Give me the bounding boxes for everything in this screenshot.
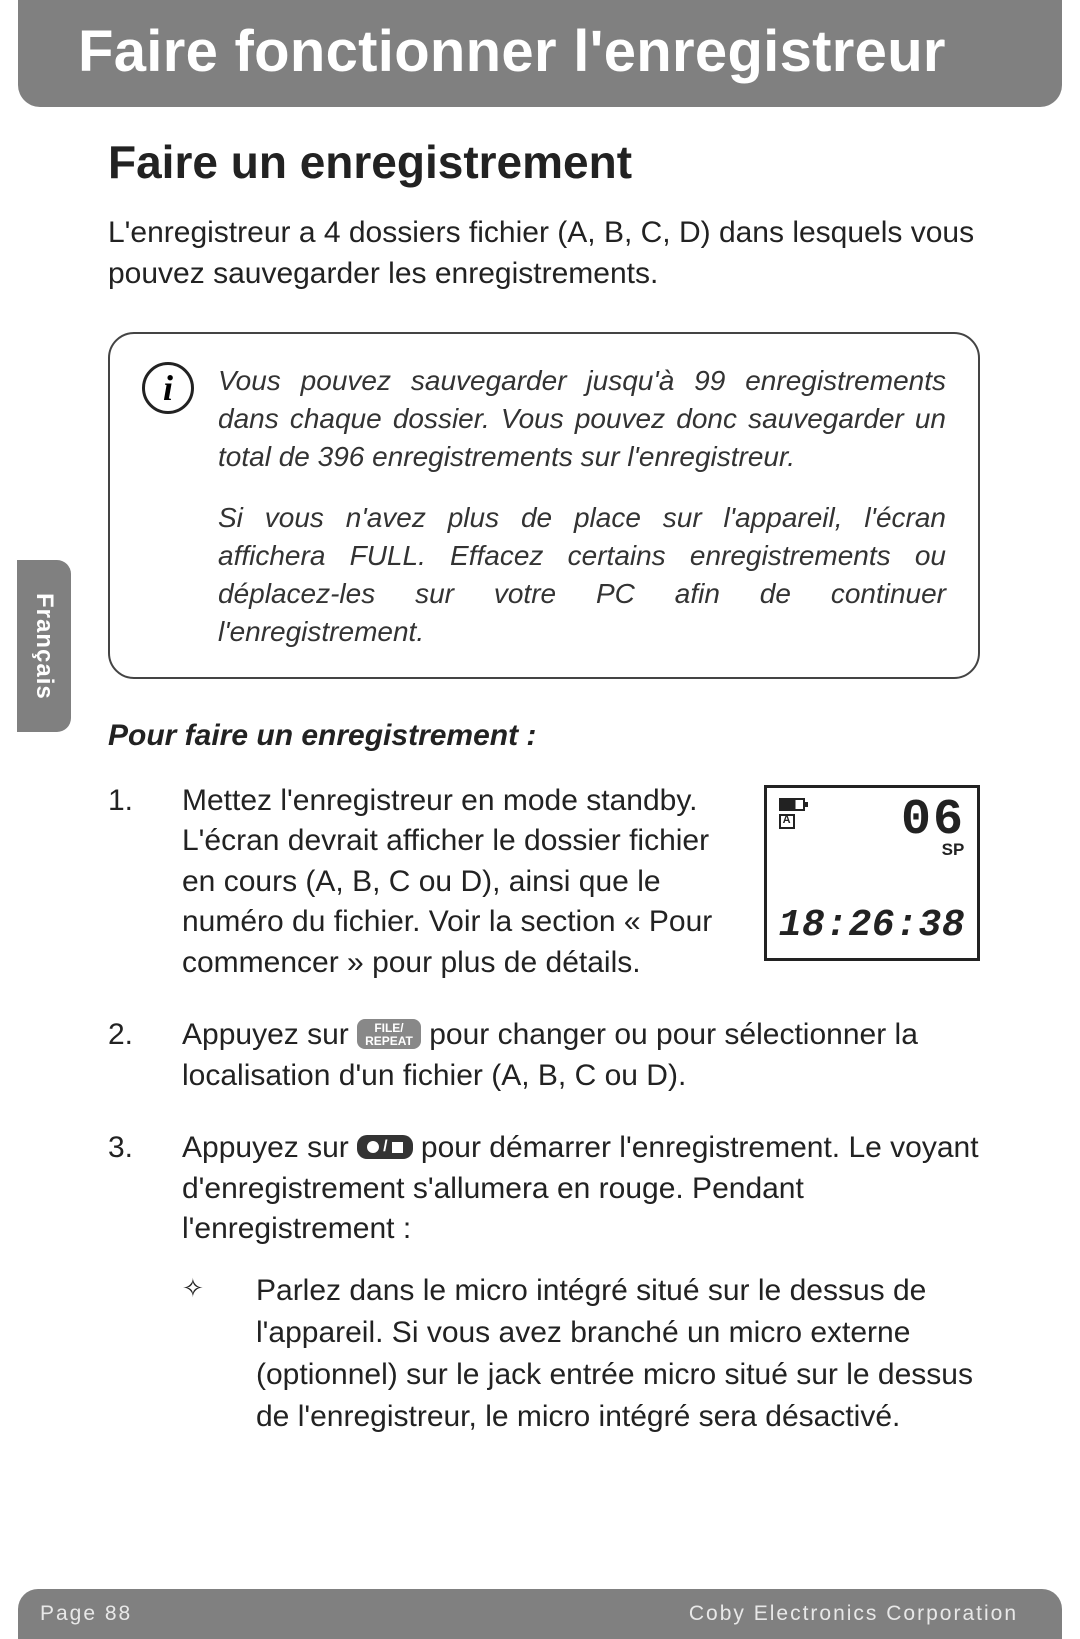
step-body: Appuyez sur FILE/REPEAT pour changer ou … — [182, 1015, 980, 1096]
stop-square-icon — [392, 1142, 403, 1153]
lcd-file-number: 06 — [901, 798, 965, 843]
step-number: 1. — [108, 781, 182, 984]
step-3-subtext: Parlez dans le micro intégré situé sur l… — [256, 1270, 980, 1438]
step-1: 1. Mettez l'enregistreur en mode standby… — [108, 781, 980, 984]
step-2: 2. Appuyez sur FILE/REPEAT pour changer … — [108, 1015, 980, 1096]
record-dot-icon — [367, 1141, 379, 1153]
page-content: Faire un enregistrement L'enregistreur a… — [0, 107, 1080, 1438]
info-para-1: Vous pouvez sauvegarder jusqu'à 99 enreg… — [218, 362, 946, 475]
footer-company: Coby Electronics Corporation — [689, 1602, 1018, 1626]
step-1-text: Mettez l'enregistreur en mode standby. L… — [182, 781, 744, 984]
step-3: 3. Appuyez sur / pour démarrer l'enregis… — [108, 1128, 980, 1438]
lcd-right: 06 SP — [901, 798, 965, 862]
language-tab: Français — [17, 560, 71, 732]
lcd-mode: SP — [941, 839, 965, 862]
step-2-pre: Appuyez sur — [182, 1018, 357, 1051]
chapter-title: Faire fonctionner l'enregistreur — [78, 18, 1062, 85]
file-repeat-button-icon: FILE/REPEAT — [357, 1019, 421, 1049]
step-3-sublist: ✧ Parlez dans le micro intégré situé sur… — [182, 1270, 980, 1438]
info-icon-glyph: i — [142, 362, 194, 414]
page-number: Page 88 — [40, 1602, 132, 1626]
steps-heading: Pour faire un enregistrement : — [108, 719, 980, 753]
diamond-bullet-icon: ✧ — [182, 1270, 256, 1438]
battery-icon — [779, 798, 805, 811]
page-footer: Page 88 Coby Electronics Corporation — [18, 1589, 1062, 1639]
step-body: Mettez l'enregistreur en mode standby. L… — [182, 781, 980, 984]
section-heading: Faire un enregistrement — [108, 135, 980, 189]
lcd-top-row: A 06 SP — [779, 798, 965, 862]
lcd-folder: A — [779, 814, 795, 829]
info-icon: i — [142, 362, 194, 651]
step-number: 2. — [108, 1015, 182, 1096]
info-para-2: Si vous n'avez plus de place sur l'appar… — [218, 499, 946, 650]
info-box: i Vous pouvez sauvegarder jusqu'à 99 enr… — [108, 332, 980, 679]
chapter-header: Faire fonctionner l'enregistreur — [18, 0, 1062, 107]
step-body: Appuyez sur / pour démarrer l'enregistre… — [182, 1128, 980, 1438]
intro-paragraph: L'enregistreur a 4 dossiers fichier (A, … — [108, 213, 980, 294]
lcd-time: 18:26:38 — [779, 900, 965, 951]
info-text: Vous pouvez sauvegarder jusqu'à 99 enreg… — [218, 362, 946, 651]
steps-list: 1. Mettez l'enregistreur en mode standby… — [108, 781, 980, 1438]
step-3-subitem: ✧ Parlez dans le micro intégré situé sur… — [182, 1270, 980, 1438]
step-number: 3. — [108, 1128, 182, 1438]
lcd-display: A 06 SP 18:26:38 — [764, 785, 980, 961]
record-stop-button-icon: / — [357, 1135, 412, 1159]
step-3-pre: Appuyez sur — [182, 1131, 357, 1164]
lcd-status-icons: A — [779, 798, 805, 829]
